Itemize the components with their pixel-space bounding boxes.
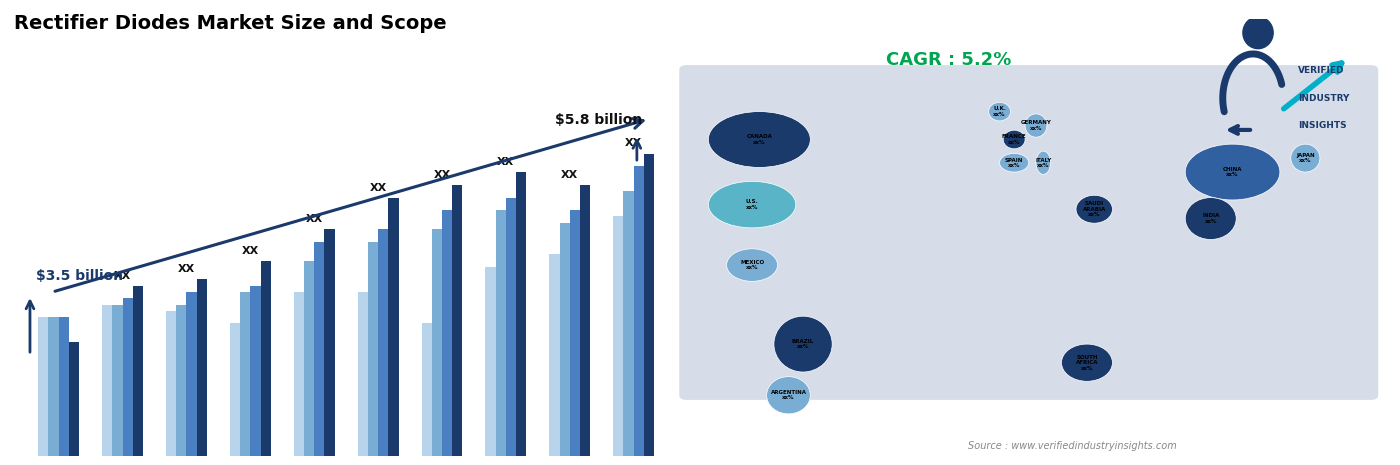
Bar xyxy=(241,292,251,456)
Ellipse shape xyxy=(708,181,795,228)
Text: $3.5 billion: $3.5 billion xyxy=(36,269,123,283)
Text: XX: XX xyxy=(497,157,515,167)
Circle shape xyxy=(1243,17,1273,49)
Text: SPAIN
xx%: SPAIN xx% xyxy=(1005,158,1023,168)
Bar xyxy=(644,153,654,456)
Bar xyxy=(580,185,591,456)
Bar xyxy=(112,305,123,456)
Bar xyxy=(388,198,399,456)
Text: Rectifier Diodes Market Size and Scope: Rectifier Diodes Market Size and Scope xyxy=(14,14,447,33)
Text: ARGENTINA
xx%: ARGENTINA xx% xyxy=(770,390,806,400)
Text: XX: XX xyxy=(242,246,259,255)
Bar xyxy=(251,286,260,456)
Text: XX: XX xyxy=(561,170,578,180)
Bar xyxy=(549,254,560,456)
Text: $5.8 billion: $5.8 billion xyxy=(554,113,643,127)
Text: MEXICO
xx%: MEXICO xx% xyxy=(741,260,764,270)
Ellipse shape xyxy=(708,112,811,167)
Text: SOUTH
AFRICA
xx%: SOUTH AFRICA xx% xyxy=(1075,355,1098,371)
Bar xyxy=(186,292,197,456)
Bar xyxy=(634,166,644,456)
Text: CAGR : 5.2%: CAGR : 5.2% xyxy=(886,52,1011,69)
Text: GERMANY
xx%: GERMANY xx% xyxy=(1021,120,1051,131)
Ellipse shape xyxy=(1000,153,1029,172)
Text: XX: XX xyxy=(178,265,195,274)
Bar xyxy=(38,317,49,456)
Bar xyxy=(560,223,570,456)
Ellipse shape xyxy=(767,377,811,414)
Bar xyxy=(123,299,133,456)
Bar xyxy=(314,242,325,456)
Text: CANADA
xx%: CANADA xx% xyxy=(746,134,773,145)
Text: CHINA
xx%: CHINA xx% xyxy=(1222,167,1242,177)
Ellipse shape xyxy=(1061,344,1113,381)
Bar xyxy=(623,191,634,456)
Text: INDUSTRY: INDUSTRY xyxy=(1298,94,1350,103)
Text: SAUDI
ARABIA
xx%: SAUDI ARABIA xx% xyxy=(1082,201,1106,217)
Text: XX: XX xyxy=(434,170,451,180)
Text: ITALY
xx%: ITALY xx% xyxy=(1035,158,1051,168)
Bar xyxy=(49,317,59,456)
Bar xyxy=(260,260,270,456)
Text: VERIFIED: VERIFIED xyxy=(1298,66,1345,75)
Bar xyxy=(167,311,176,456)
Ellipse shape xyxy=(1186,144,1280,200)
Text: U.S.
xx%: U.S. xx% xyxy=(746,199,759,210)
FancyBboxPatch shape xyxy=(679,65,1378,400)
Bar xyxy=(197,279,207,456)
Ellipse shape xyxy=(1291,144,1320,172)
Text: Source : www.verifiedindustryinsights.com: Source : www.verifiedindustryinsights.co… xyxy=(967,441,1177,451)
Bar xyxy=(517,173,526,456)
Ellipse shape xyxy=(1025,114,1047,137)
Bar xyxy=(431,229,442,456)
Text: JAPAN
xx%: JAPAN xx% xyxy=(1296,153,1315,163)
Bar xyxy=(368,242,378,456)
Bar xyxy=(304,260,314,456)
Bar xyxy=(505,198,517,456)
Bar xyxy=(102,305,112,456)
Ellipse shape xyxy=(1077,195,1113,223)
Bar xyxy=(452,185,462,456)
Bar xyxy=(230,324,241,456)
Ellipse shape xyxy=(727,249,777,281)
Ellipse shape xyxy=(774,316,832,372)
Text: INSIGHTS: INSIGHTS xyxy=(1298,121,1347,130)
Bar xyxy=(69,342,80,456)
Text: XX: XX xyxy=(624,139,643,148)
Text: XX: XX xyxy=(113,271,132,281)
Bar xyxy=(59,317,69,456)
Text: XX: XX xyxy=(305,214,323,224)
Text: BRAZIL
xx%: BRAZIL xx% xyxy=(792,339,815,349)
Bar xyxy=(570,210,580,456)
Bar xyxy=(613,217,623,456)
Bar xyxy=(442,210,452,456)
Ellipse shape xyxy=(1036,151,1050,174)
Bar xyxy=(357,292,368,456)
Text: FRANCE
xx%: FRANCE xx% xyxy=(1002,134,1026,145)
Text: INDIA
xx%: INDIA xx% xyxy=(1203,213,1219,224)
Bar xyxy=(486,267,496,456)
Ellipse shape xyxy=(988,102,1011,121)
Text: XX: XX xyxy=(370,183,386,193)
Ellipse shape xyxy=(1004,130,1025,149)
Ellipse shape xyxy=(1186,198,1236,239)
Bar xyxy=(176,305,186,456)
Bar xyxy=(421,324,431,456)
Bar xyxy=(496,210,505,456)
Bar xyxy=(294,292,304,456)
Bar xyxy=(378,229,388,456)
Bar xyxy=(325,229,335,456)
Text: U.K.
xx%: U.K. xx% xyxy=(993,106,1007,117)
Bar xyxy=(133,286,143,456)
